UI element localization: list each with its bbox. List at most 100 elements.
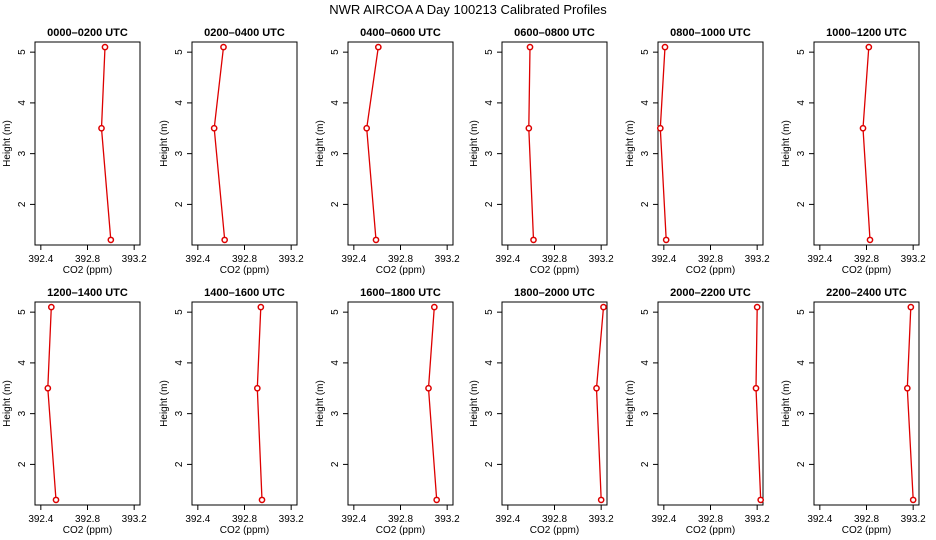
x-tick-label: 392.4 [807, 514, 832, 525]
panel-title: 0000–0200 UTC [47, 27, 128, 39]
data-point [866, 236, 874, 244]
x-tick-label: 393.2 [745, 514, 770, 525]
data-point [753, 303, 761, 311]
profile-panel: 0800–1000 UTC 392.4 392.8 393.2 CO2 (ppm) 2 3 4… [625, 27, 770, 276]
y-tick-label: 4 [174, 360, 185, 366]
plot-frame [191, 41, 298, 246]
plot-frame [813, 301, 920, 506]
x-axis-label: CO2 (ppm) [376, 525, 425, 536]
plot-frame [191, 301, 298, 506]
plot-frame [347, 301, 454, 506]
x-axis-label: CO2 (ppm) [220, 525, 269, 536]
x-tick-label: 392.8 [232, 514, 257, 525]
data-point [257, 303, 265, 311]
y-tick-label: 2 [484, 461, 495, 467]
data-point [221, 236, 229, 244]
x-tick-label: 393.2 [279, 514, 304, 525]
x-tick-label: 392.8 [388, 254, 413, 265]
x-tick-label: 392.4 [495, 254, 520, 265]
x-axis-label: CO2 (ppm) [376, 265, 425, 276]
data-point [430, 303, 438, 311]
x-axis-label: CO2 (ppm) [63, 265, 112, 276]
x-axis-label: CO2 (ppm) [220, 265, 269, 276]
x-tick-label: 392.8 [232, 254, 257, 265]
y-tick-label: 2 [796, 461, 807, 467]
y-tick-label: 4 [174, 100, 185, 106]
y-tick-label: 5 [484, 309, 495, 315]
x-axis-label: CO2 (ppm) [530, 525, 579, 536]
panel-title: 1200–1400 UTC [47, 287, 128, 299]
y-axis-label: Height (m) [781, 380, 792, 427]
data-point [662, 236, 670, 244]
plot-frame [501, 41, 608, 246]
x-axis-label: CO2 (ppm) [842, 525, 891, 536]
y-axis-label: Height (m) [315, 120, 326, 167]
x-tick-label: 393.2 [435, 254, 460, 265]
data-point [433, 496, 441, 504]
y-tick-label: 2 [17, 201, 28, 207]
data-point [210, 124, 218, 132]
panel-title: 2000–2200 UTC [670, 287, 751, 299]
x-tick-label: 393.2 [901, 254, 926, 265]
y-tick-label: 2 [640, 461, 651, 467]
y-tick-label: 2 [640, 201, 651, 207]
data-point [98, 124, 105, 132]
x-tick-label: 392.8 [388, 514, 413, 525]
y-tick-label: 3 [174, 150, 185, 156]
y-axis-label: Height (m) [625, 120, 636, 167]
x-tick-label: 393.2 [122, 514, 147, 525]
profile-panel: 1800–2000 UTC 392.4 392.8 393.2 CO2 (ppm) 2 3 4… [469, 287, 614, 536]
y-tick-label: 2 [484, 201, 495, 207]
x-tick-label: 392.4 [495, 514, 520, 525]
y-tick-label: 5 [796, 309, 807, 315]
panel-title: 0400–0600 UTC [360, 27, 441, 39]
x-tick-label: 393.2 [122, 254, 147, 265]
y-tick-label: 2 [174, 461, 185, 467]
data-point [107, 236, 115, 244]
y-tick-label: 2 [330, 461, 341, 467]
profile-panel: 1000–1200 UTC 392.4 392.8 393.2 CO2 (ppm) 2 3 4… [781, 27, 926, 276]
y-tick-label: 4 [484, 360, 495, 366]
data-point [374, 43, 382, 51]
profile-line [366, 47, 379, 240]
profile-line [47, 307, 57, 500]
x-axis-label: CO2 (ppm) [530, 265, 579, 276]
y-axis-label: Height (m) [315, 380, 326, 427]
y-tick-label: 4 [330, 360, 341, 366]
x-axis-label: CO2 (ppm) [63, 525, 112, 536]
panel-title: 1000–1200 UTC [826, 27, 907, 39]
panel-title: 2200–2400 UTC [826, 287, 907, 299]
y-tick-label: 4 [796, 100, 807, 106]
y-axis-label: Height (m) [625, 380, 636, 427]
figure-title: NWR AIRCOA A Day 100213 Calibrated Profi… [329, 2, 607, 17]
data-point [52, 496, 60, 504]
y-tick-label: 3 [796, 150, 807, 156]
y-tick-label: 4 [640, 360, 651, 366]
data-point [220, 43, 227, 51]
profile-line [595, 307, 605, 500]
y-tick-label: 3 [330, 410, 341, 416]
y-tick-label: 4 [330, 100, 341, 106]
y-tick-label: 3 [17, 150, 28, 156]
x-axis-label: CO2 (ppm) [686, 265, 735, 276]
x-tick-label: 392.4 [651, 514, 676, 525]
profile-panel: 1600–1800 UTC 392.4 392.8 393.2 CO2 (ppm) 2 3 4… [315, 287, 460, 536]
x-tick-label: 392.4 [651, 254, 676, 265]
y-tick-label: 5 [330, 49, 341, 55]
data-point [525, 124, 533, 132]
y-tick-label: 4 [484, 100, 495, 106]
profile-line [659, 47, 667, 240]
y-axis-label: Height (m) [469, 380, 480, 427]
plot-frame [657, 41, 764, 246]
data-point [44, 384, 52, 392]
profile-panel: 1200–1400 UTC 392.4 392.8 393.2 CO2 (ppm) 2 3 4… [2, 287, 147, 536]
data-point [757, 496, 765, 504]
y-tick-label: 5 [17, 309, 28, 315]
y-tick-label: 5 [174, 309, 185, 315]
y-axis-label: Height (m) [781, 120, 792, 167]
x-tick-label: 392.8 [542, 514, 567, 525]
y-tick-label: 3 [640, 150, 651, 156]
y-tick-label: 3 [640, 410, 651, 416]
y-tick-label: 2 [174, 201, 185, 207]
